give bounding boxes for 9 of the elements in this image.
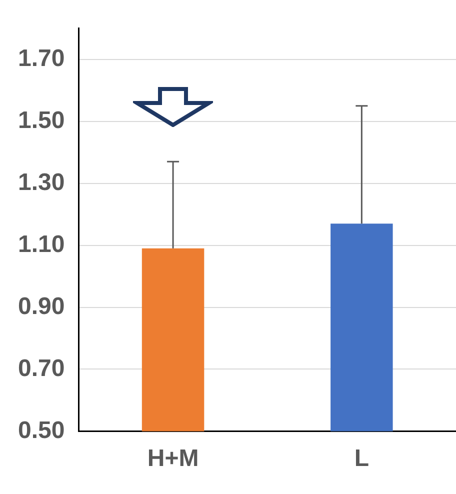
y-tick-label: 1.70 bbox=[18, 45, 65, 72]
y-tick-label: 1.10 bbox=[18, 230, 65, 258]
y-tick-label: 0.90 bbox=[18, 292, 65, 320]
y-tick-label: 1.50 bbox=[18, 106, 65, 134]
x-tick-label: L bbox=[354, 445, 370, 472]
y-tick-label: 0.70 bbox=[18, 354, 65, 382]
y-tick-label: 0.50 bbox=[18, 416, 65, 444]
x-tick-label: H+M bbox=[147, 445, 199, 472]
y-tick-label: 1.30 bbox=[18, 168, 65, 196]
